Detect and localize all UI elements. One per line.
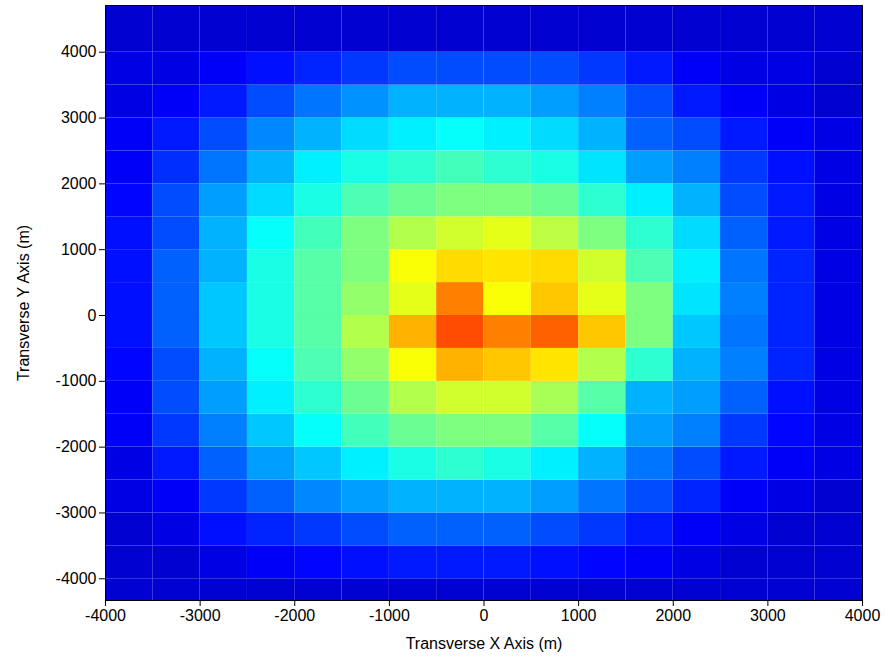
svg-text:-1000: -1000 [56, 372, 97, 389]
svg-text:Transverse Y Axis (m): Transverse Y Axis (m) [15, 225, 32, 381]
svg-text:3000: 3000 [750, 607, 786, 624]
svg-text:3000: 3000 [61, 109, 97, 126]
svg-text:-4000: -4000 [85, 607, 126, 624]
svg-text:-2000: -2000 [274, 607, 315, 624]
svg-text:2000: 2000 [61, 175, 97, 192]
svg-text:-4000: -4000 [56, 570, 97, 587]
svg-text:-3000: -3000 [56, 504, 97, 521]
svg-text:-1000: -1000 [369, 607, 410, 624]
svg-text:2000: 2000 [655, 607, 691, 624]
svg-text:1000: 1000 [61, 241, 97, 258]
svg-text:1000: 1000 [561, 607, 597, 624]
svg-text:-3000: -3000 [180, 607, 221, 624]
svg-text:-2000: -2000 [56, 438, 97, 455]
svg-text:4000: 4000 [845, 607, 881, 624]
svg-text:0: 0 [88, 307, 97, 324]
svg-text:0: 0 [480, 607, 489, 624]
svg-text:4000: 4000 [61, 43, 97, 60]
svg-text:Transverse X Axis (m): Transverse X Axis (m) [406, 635, 563, 652]
